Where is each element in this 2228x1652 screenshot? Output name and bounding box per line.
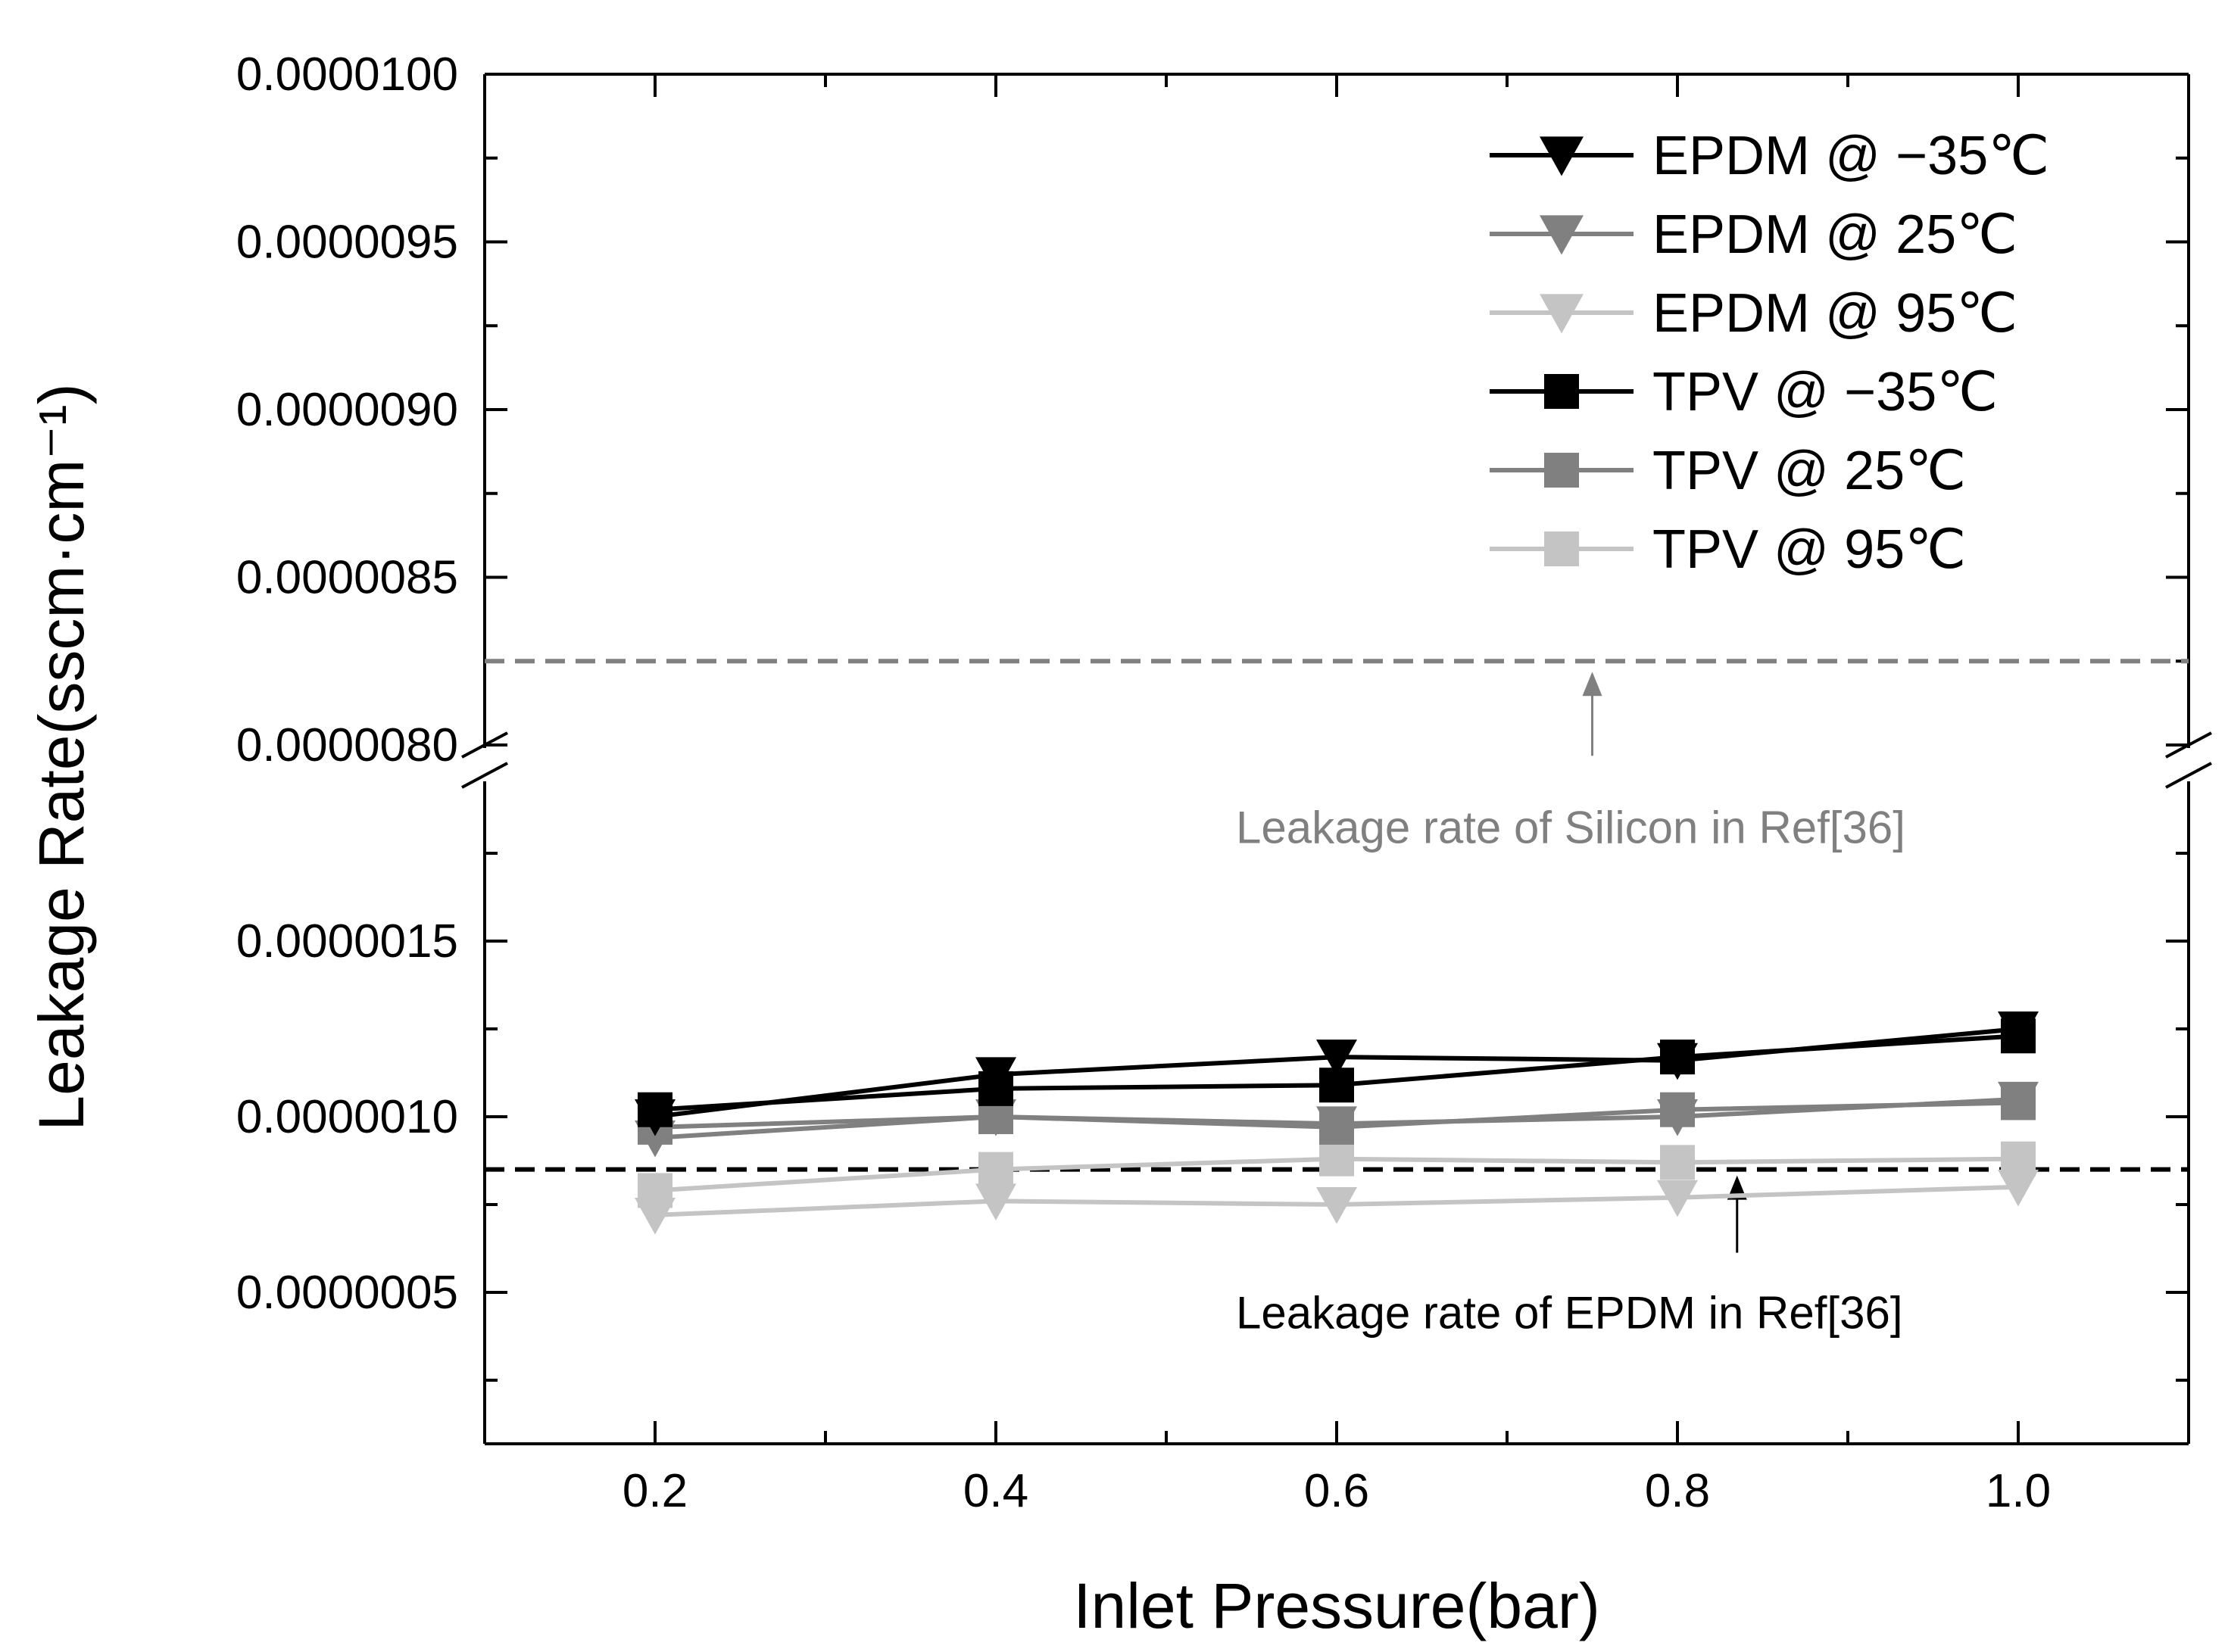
legend-marker	[1540, 215, 1584, 255]
data-point	[1316, 1040, 1357, 1077]
legend-marker	[1540, 136, 1584, 176]
legend-item: TPV @ −35℃	[1490, 362, 1998, 422]
legend-marker	[1544, 374, 1579, 409]
data-point	[1660, 1040, 1695, 1075]
data-point	[2001, 1141, 2036, 1177]
x-tick-label: 0.4	[963, 1465, 1028, 1517]
y-tick-label: 0.0000095	[236, 217, 458, 269]
legend-item: EPDM @ 95℃	[1490, 283, 2017, 344]
legend-item: EPDM @ −35℃	[1490, 126, 2049, 186]
legend-marker	[1540, 294, 1584, 334]
x-tick-label: 0.2	[623, 1465, 688, 1517]
ref-annotation-silicon: Leakage rate of Silicon in Ref[36]	[1236, 802, 1905, 852]
data-point	[1319, 1141, 1354, 1177]
data-point	[1319, 1109, 1354, 1145]
data-point	[978, 1152, 1013, 1187]
plot-frame	[461, 73, 2212, 1445]
series-6	[638, 1141, 2036, 1208]
reference-lines: Leakage rate of Silicon in Ref[36] Leakag…	[485, 659, 2189, 1339]
legend-label: EPDM @ 25℃	[1652, 204, 2017, 265]
series-4	[638, 1018, 2036, 1127]
data-point	[2001, 1018, 2036, 1054]
legend-label: EPDM @ −35℃	[1652, 126, 2049, 186]
ticks	[485, 73, 2189, 1444]
legend-item: TPV @ 95℃	[1490, 519, 1966, 580]
data-point	[978, 1071, 1013, 1106]
x-tick-label: 1.0	[1986, 1465, 2051, 1517]
legend: EPDM @ −35℃ EPDM @ 25℃ EPDM @ 95℃ TPV @ −35…	[1490, 126, 2049, 580]
data-point	[638, 1092, 672, 1127]
legend-item: EPDM @ 25℃	[1490, 204, 2017, 265]
series-layer	[635, 1011, 2039, 1235]
data-point	[638, 1173, 672, 1208]
legend-marker	[1544, 531, 1579, 566]
data-point	[1316, 1187, 1357, 1224]
y-tick-label: 0.0000010	[236, 1091, 458, 1143]
legend-label: TPV @ 25℃	[1652, 441, 1966, 501]
data-point	[975, 1183, 1016, 1221]
data-point	[1660, 1092, 1695, 1127]
ref-annotation-epdm: Leakage rate of EPDM in Ref[36]	[1236, 1288, 1903, 1339]
ref-arrow-head-silicon	[1582, 672, 1602, 697]
legend-label: TPV @ −35℃	[1652, 362, 1998, 422]
x-tick-label: 0.6	[1304, 1465, 1369, 1517]
x-tick-label: 0.8	[1645, 1465, 1710, 1517]
y-tick-label: 0.0000100	[236, 48, 458, 101]
y-tick-label: 0.0000085	[236, 552, 458, 604]
y-axis-title: Leakage Rate(sscm·cm⁻¹)	[26, 383, 97, 1130]
data-point	[1657, 1180, 1698, 1217]
y-tick-label: 0.0000080	[236, 719, 458, 771]
x-axis-title: Inlet Pressure(bar)	[1073, 1570, 1600, 1641]
y-tick-label: 0.0000090	[236, 384, 458, 436]
legend-marker	[1544, 453, 1579, 488]
data-point	[1660, 1145, 1695, 1180]
data-point	[1319, 1068, 1354, 1103]
tick-labels: 0.2 0.4 0.6 0.8 1.0 0.0000005 0.0000010 0.00000…	[236, 48, 2051, 1517]
y-tick-label: 0.0000005	[236, 1267, 458, 1319]
data-point	[1998, 1169, 2039, 1207]
legend-label: EPDM @ 95℃	[1652, 283, 2017, 344]
legend-label: TPV @ 95℃	[1652, 519, 1966, 580]
data-point	[2001, 1085, 2036, 1121]
legend-item: TPV @ 25℃	[1490, 441, 1966, 501]
y-tick-label: 0.0000015	[236, 915, 458, 968]
